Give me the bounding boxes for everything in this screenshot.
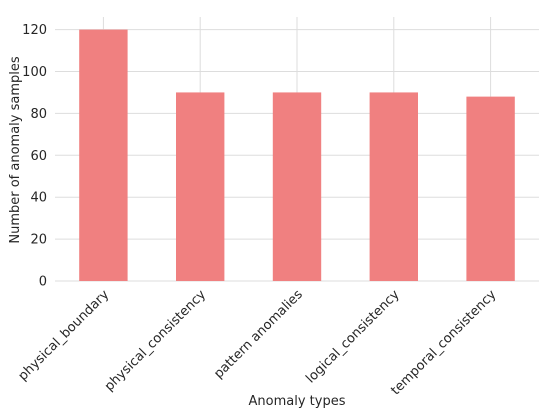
x-tick-label: physical_boundary [16, 287, 113, 384]
bar [272, 92, 322, 281]
y-tick-label: 0 [39, 275, 47, 290]
bars-layer [79, 29, 515, 282]
bar [79, 29, 128, 282]
x-tick-label: logical_consistency [303, 287, 402, 386]
y-tick-label: 100 [22, 65, 47, 80]
x-axis-label: Anomaly types [249, 394, 346, 409]
y-tick-label: 60 [30, 149, 47, 164]
bar [176, 92, 225, 281]
x-tick-label: temporal_consistency [388, 287, 499, 398]
y-tick-labels: 0 20 40 60 80 100 120 [22, 23, 47, 289]
y-tick-label: 120 [22, 23, 47, 38]
bar [369, 92, 418, 281]
y-tick-label: 80 [30, 107, 47, 122]
x-tick-label: physical_consistency [102, 287, 209, 394]
y-axis-label: Number of anomaly samples [8, 56, 23, 244]
bar [466, 96, 515, 281]
y-tick-label: 20 [30, 233, 47, 248]
x-tick-label: pattern anomalies [211, 287, 306, 382]
y-tick-label: 40 [30, 191, 47, 206]
